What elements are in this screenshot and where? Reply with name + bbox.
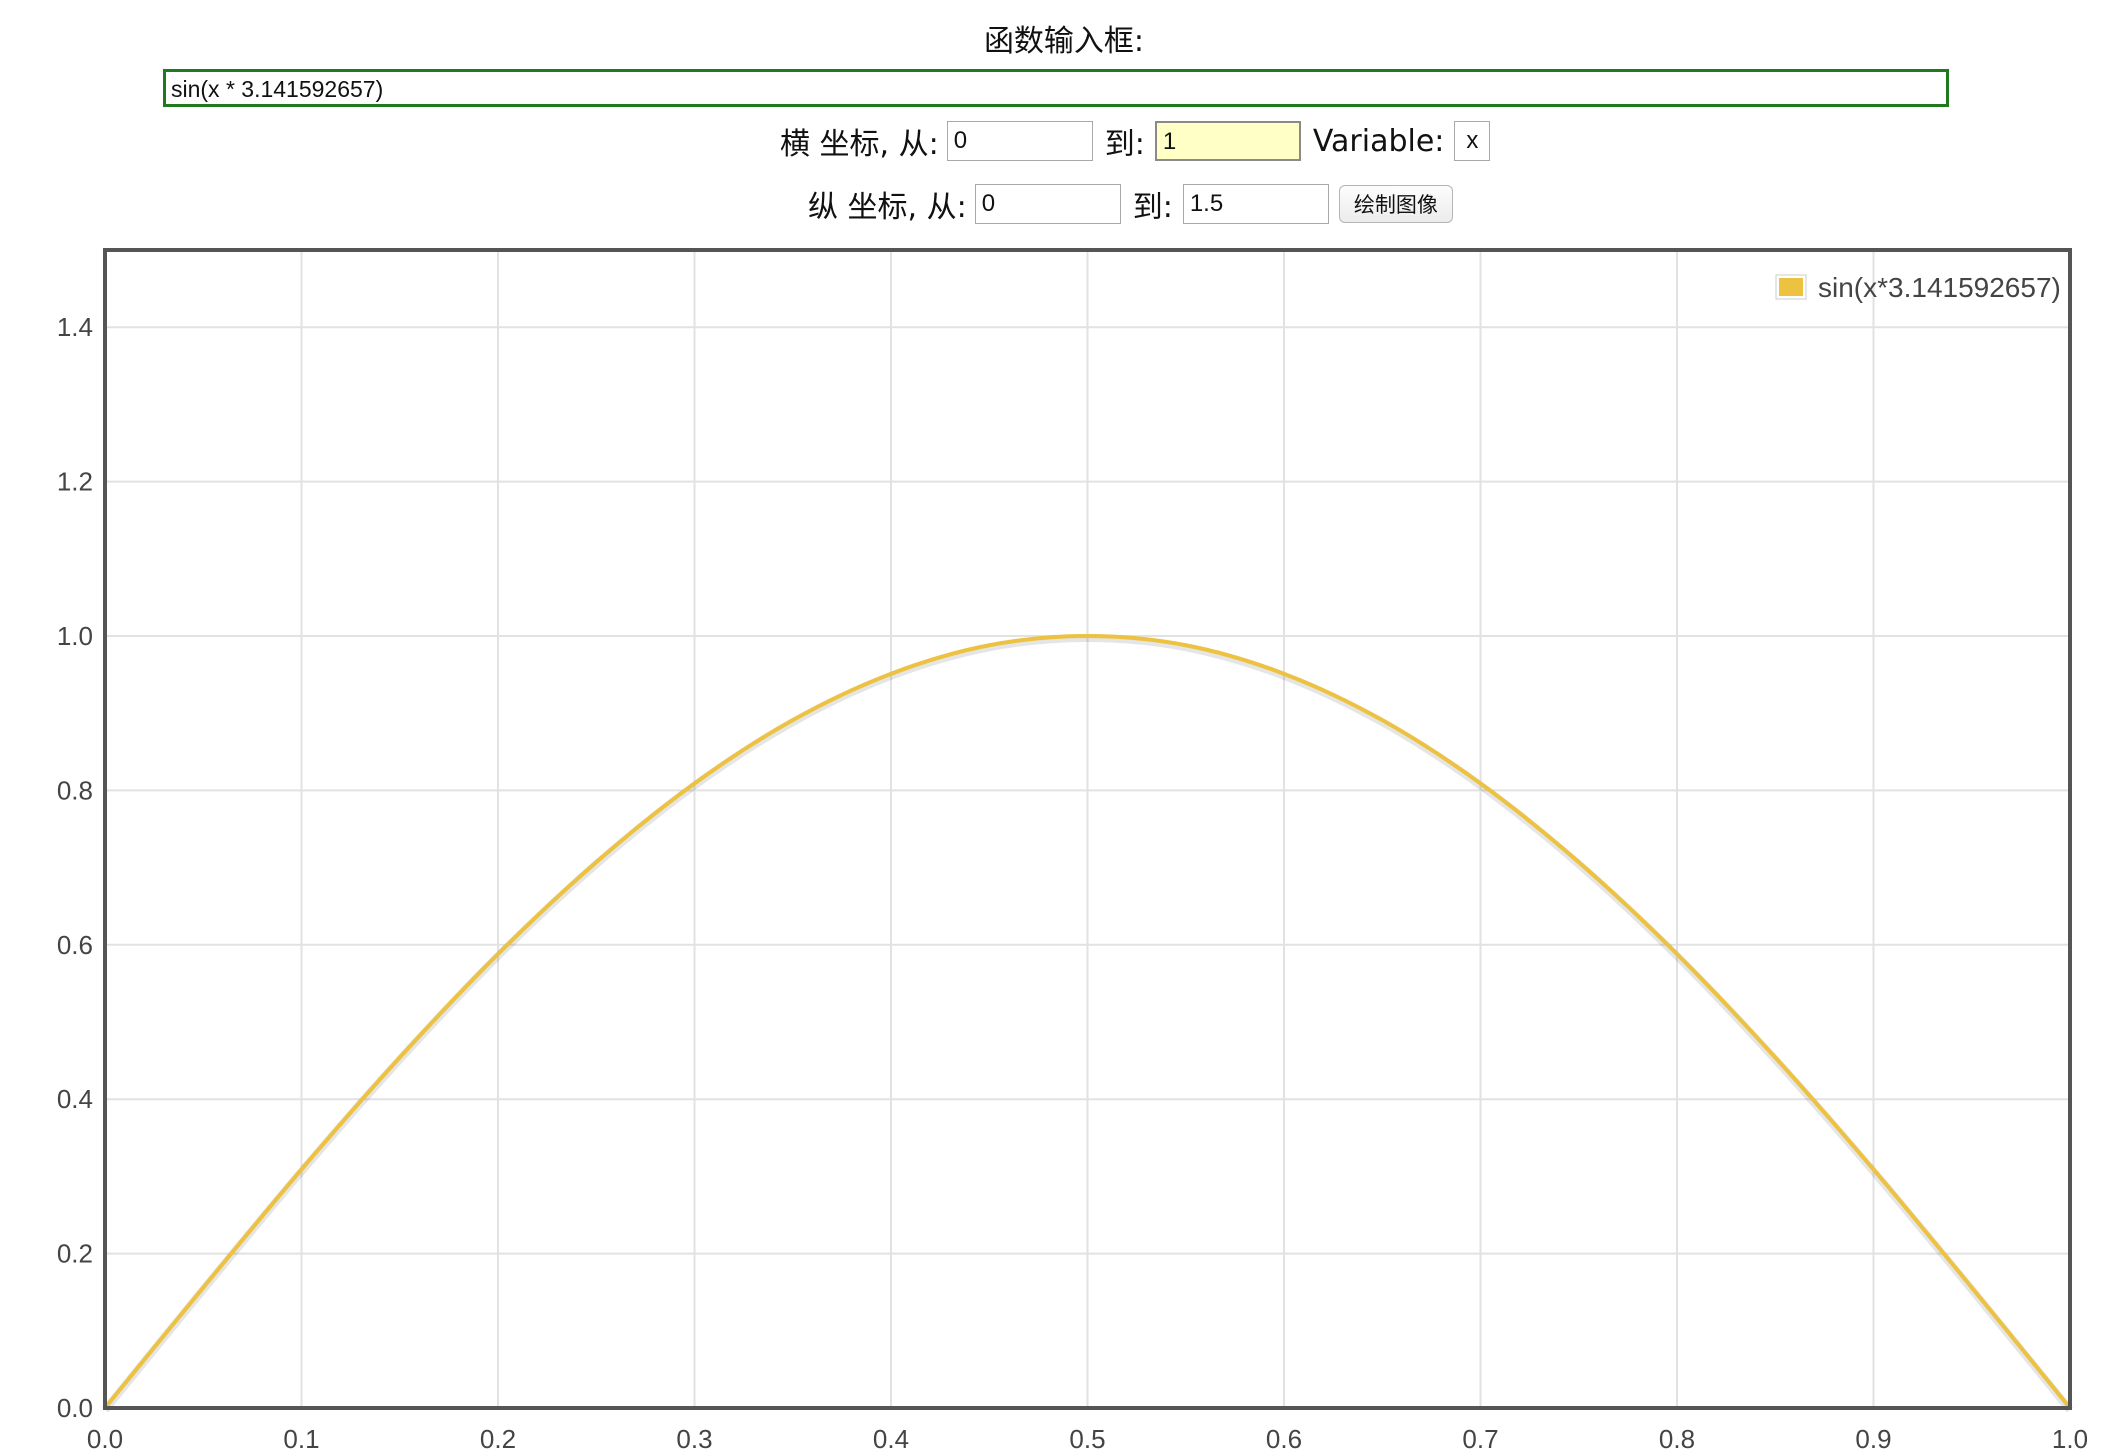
y-tick-label: 1.2 (57, 467, 93, 497)
plot-border (103, 248, 2072, 1410)
x-tick-label: 1.0 (2052, 1424, 2088, 1452)
variable-input[interactable]: x (1454, 121, 1491, 161)
x-from-input[interactable]: 0 (946, 121, 1093, 161)
x-tick-label: 0.3 (676, 1424, 712, 1452)
y-to-label: 到: (1132, 190, 1173, 225)
x-tick-label: 0.1 (283, 1424, 319, 1452)
x-tick-label: 0.6 (1266, 1424, 1302, 1452)
legend-label: sin(x*3.141592657) (1818, 272, 2061, 303)
x-tick-label: 0.2 (480, 1424, 516, 1452)
x-tick-label: 0.9 (1855, 1424, 1891, 1452)
function-input-title: 函数输入框: (983, 24, 1145, 59)
x-from-label: 横 坐标, 从: (780, 127, 939, 162)
legend-swatch (1779, 278, 1803, 296)
x-range-row: 横 坐标, 从: 0 到: 1 Variable: x (780, 120, 1491, 162)
y-tick-label: 1.0 (57, 621, 93, 651)
y-to-input[interactable]: 1.5 (1182, 184, 1329, 224)
variable-label: Variable: (1312, 123, 1445, 159)
y-tick-label: 0.2 (57, 1239, 93, 1269)
x-tick-label: 0.8 (1659, 1424, 1695, 1452)
y-range-row: 纵 坐标, 从: 0 到: 1.5 绘制图像 (808, 183, 1453, 225)
plot-button[interactable]: 绘制图像 (1338, 185, 1453, 223)
y-tick-label: 1.4 (57, 312, 93, 342)
x-tick-label: 0.0 (87, 1424, 123, 1452)
x-tick-label: 0.5 (1069, 1424, 1105, 1452)
y-from-label: 纵 坐标, 从: (808, 190, 967, 225)
x-to-input[interactable]: 1 (1154, 121, 1301, 161)
y-tick-label: 0.4 (57, 1084, 93, 1114)
y-tick-label: 0.6 (57, 930, 93, 960)
function-input[interactable]: sin(x * 3.141592657) (163, 69, 1949, 107)
x-tick-label: 0.4 (873, 1424, 909, 1452)
x-to-label: 到: (1104, 127, 1145, 162)
x-tick-label: 0.7 (1462, 1424, 1498, 1452)
y-tick-label: 0.8 (57, 775, 93, 805)
y-tick-label: 0.0 (57, 1393, 93, 1423)
y-from-input[interactable]: 0 (974, 184, 1121, 224)
